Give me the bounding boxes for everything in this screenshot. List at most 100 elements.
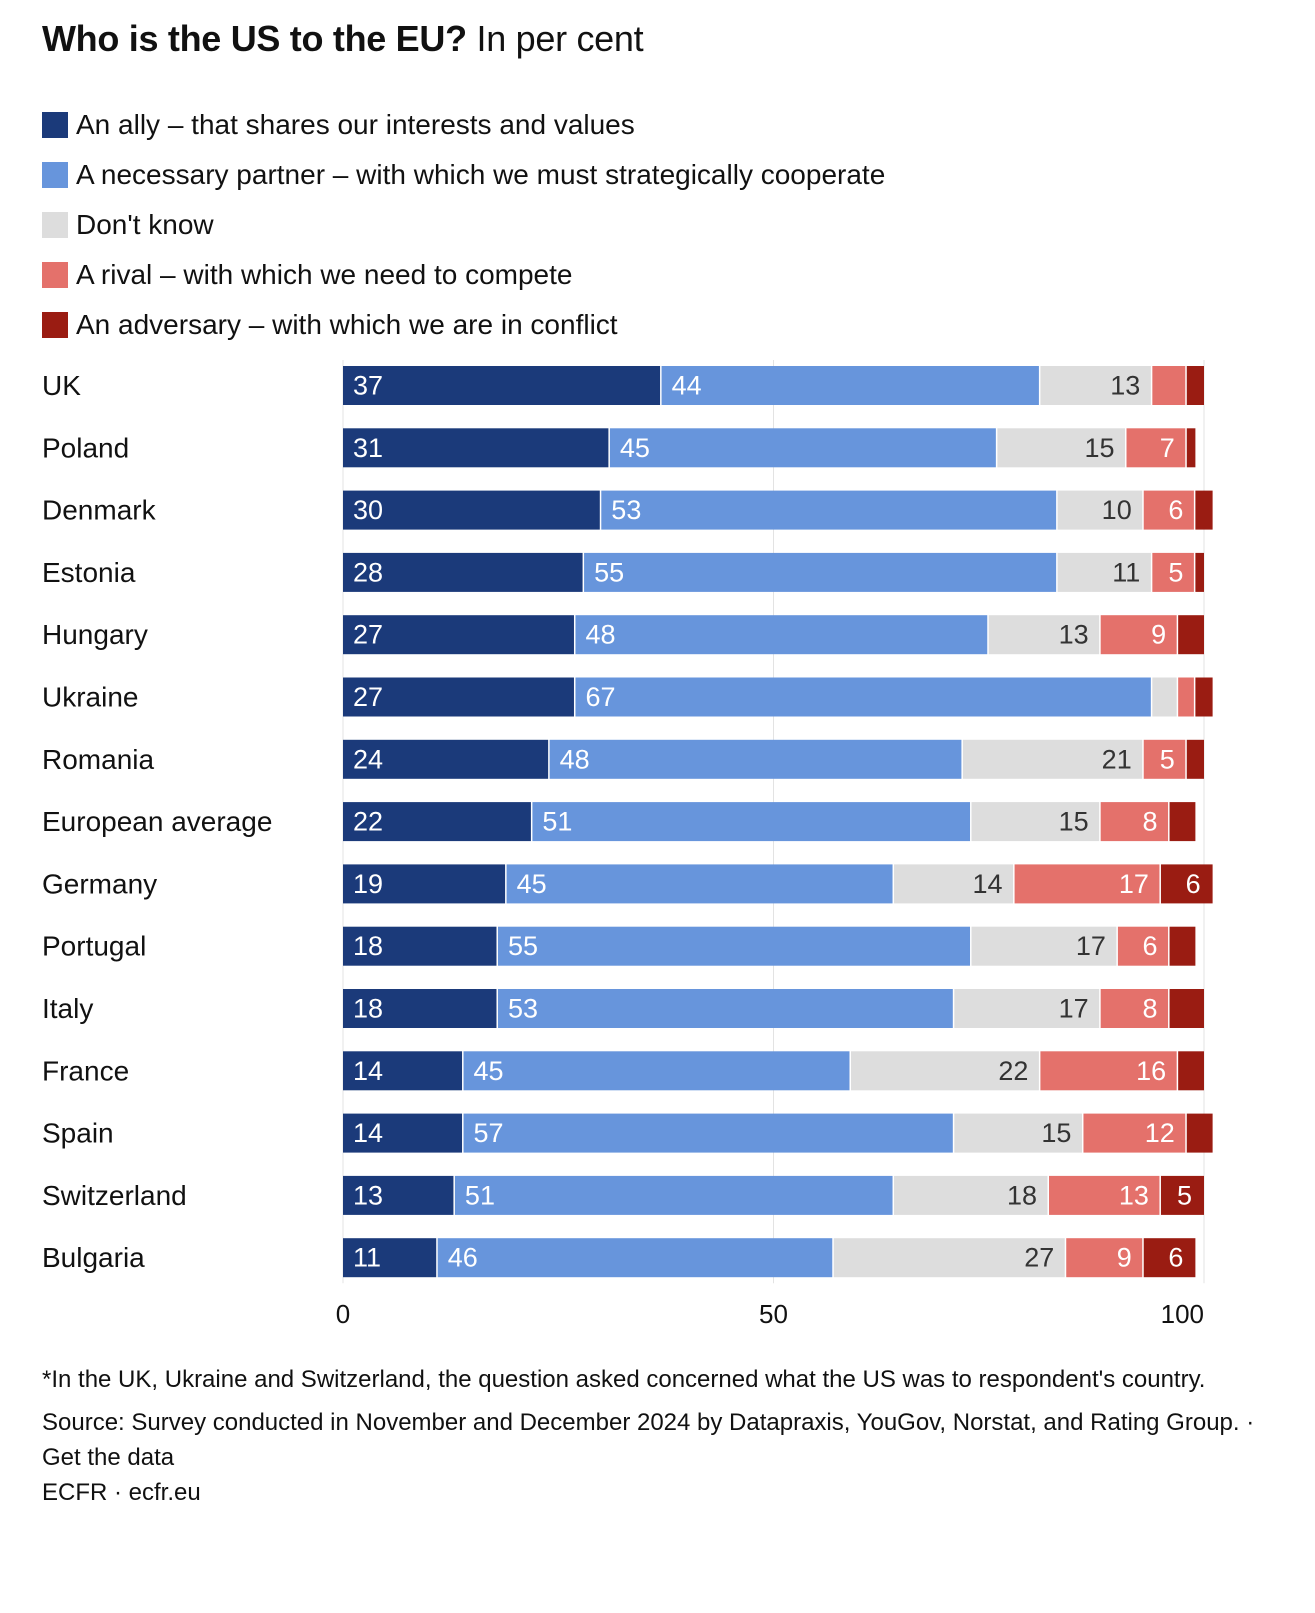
bar-segment-denmark-4 — [1195, 490, 1213, 530]
data-label-portugal-2: 17 — [1076, 931, 1106, 961]
bar-segment-france-0 — [343, 1051, 463, 1091]
bar-segment-denmark-1 — [601, 490, 1057, 530]
bar-segment-european-average-3 — [1100, 802, 1169, 842]
bar-segment-poland-4 — [1186, 428, 1196, 468]
footnote: *In the UK, Ukraine and Switzerland, the… — [42, 1366, 1206, 1393]
bar-segment-estonia-1 — [584, 552, 1057, 592]
category-label-bulgaria: Bulgaria — [42, 1242, 145, 1273]
bar-segment-poland-1 — [609, 428, 996, 468]
data-label-estonia-0: 28 — [353, 557, 383, 587]
bar-segment-european-average-1 — [532, 802, 971, 842]
source-note: Source: Survey conducted in November and… — [42, 1409, 1255, 1471]
data-label-poland-3: 7 — [1160, 433, 1175, 463]
data-label-france-0: 14 — [353, 1056, 383, 1086]
data-label-italy-0: 18 — [353, 994, 383, 1024]
bar-segment-spain-2 — [954, 1113, 1082, 1153]
bar-segment-germany-2 — [894, 864, 1014, 904]
category-label-estonia: Estonia — [42, 557, 136, 588]
bar-segment-european-average-2 — [971, 802, 1100, 842]
bar-segment-spain-3 — [1083, 1113, 1186, 1153]
bar-segment-germany-0 — [343, 864, 506, 904]
chart-notes: *In the UK, Ukraine and Switzerland, the… — [42, 1362, 1272, 1510]
data-label-spain-1: 57 — [474, 1118, 504, 1148]
bar-segment-ukraine-3 — [1178, 677, 1194, 717]
data-label-switzerland-0: 13 — [353, 1180, 383, 1210]
bar-segment-ukraine-4 — [1195, 677, 1213, 717]
data-label-spain-0: 14 — [353, 1118, 383, 1148]
bar-segment-bulgaria-1 — [437, 1238, 833, 1278]
bar-segment-uk-0 — [343, 366, 661, 405]
bar-segment-germany-4 — [1160, 864, 1213, 904]
bar-segment-italy-1 — [497, 989, 953, 1028]
data-label-italy-2: 17 — [1059, 994, 1089, 1024]
data-label-germany-3: 17 — [1119, 869, 1149, 899]
data-label-switzerland-2: 18 — [1007, 1180, 1037, 1210]
bar-segment-spain-1 — [463, 1113, 953, 1153]
legend-swatch-ally — [42, 112, 68, 138]
category-label-romania: Romania — [42, 744, 154, 775]
bar-segment-switzerland-2 — [894, 1175, 1048, 1215]
bar-segment-romania-1 — [549, 739, 962, 779]
bar-segment-italy-3 — [1100, 989, 1169, 1028]
data-label-denmark-3: 6 — [1168, 495, 1183, 525]
x-tick-label-0: 0 — [336, 1299, 350, 1329]
chart-title-unit: In per cent — [476, 18, 644, 59]
bar-segment-france-4 — [1178, 1051, 1204, 1091]
legend-label-partner: A necessary partner – with which we must… — [76, 159, 886, 190]
data-label-estonia-2: 11 — [1112, 557, 1140, 587]
data-label-switzerland-1: 51 — [465, 1180, 495, 1210]
data-label-germany-2: 14 — [973, 869, 1003, 899]
bar-segment-portugal-4 — [1169, 926, 1196, 966]
data-label-hungary-1: 48 — [585, 620, 615, 650]
bar-segment-bulgaria-3 — [1066, 1238, 1143, 1278]
legend: An ally – that shares our interests and … — [42, 100, 885, 350]
bar-segment-european-average-0 — [343, 802, 531, 842]
bar-segment-ukraine-0 — [343, 677, 574, 717]
bar-segment-spain-4 — [1186, 1113, 1213, 1153]
bar-segment-ukraine-1 — [575, 677, 1151, 717]
bar-segment-poland-3 — [1126, 428, 1186, 468]
data-label-germany-4: 6 — [1186, 869, 1201, 899]
data-label-poland-0: 31 — [353, 433, 383, 463]
bar-segment-romania-0 — [343, 739, 549, 779]
bar-segment-switzerland-4 — [1160, 1175, 1204, 1215]
data-label-european-average-0: 22 — [353, 807, 383, 837]
legend-swatch-rival — [42, 262, 68, 288]
data-label-estonia-3: 5 — [1168, 557, 1183, 587]
stacked-bar-chart: UK 37 44 13 Poland 31 45 15 7 Denmark 30 53 10 6 Eston… — [42, 360, 1213, 1329]
data-label-denmark-2: 10 — [1102, 495, 1132, 525]
bar-segment-denmark-2 — [1057, 490, 1143, 530]
chart-title-bold: Who is the US to the EU? — [42, 18, 467, 59]
data-label-france-1: 45 — [474, 1056, 504, 1086]
data-label-ukraine-0: 27 — [353, 682, 383, 712]
bar-segment-european-average-4 — [1169, 802, 1196, 842]
bar-segment-ukraine-2 — [1152, 677, 1177, 717]
category-label-denmark: Denmark — [42, 495, 157, 526]
bar-segment-denmark-3 — [1143, 490, 1194, 530]
bar-segment-estonia-0 — [343, 552, 583, 592]
bar-segment-germany-1 — [506, 864, 893, 904]
legend-item-ally: An ally – that shares our interests and … — [42, 100, 885, 150]
data-label-germany-0: 19 — [353, 869, 383, 899]
data-label-romania-0: 24 — [353, 744, 383, 774]
data-label-spain-2: 15 — [1041, 1118, 1071, 1148]
data-label-hungary-2: 13 — [1059, 620, 1089, 650]
bar-segment-switzerland-0 — [343, 1175, 454, 1215]
data-label-denmark-0: 30 — [353, 495, 383, 525]
category-label-france: France — [42, 1055, 129, 1086]
data-label-european-average-2: 15 — [1059, 807, 1089, 837]
bar-segment-bulgaria-4 — [1143, 1238, 1196, 1278]
legend-swatch-adversary — [42, 312, 68, 338]
legend-label-ally: An ally – that shares our interests and … — [76, 109, 635, 140]
bar-segment-estonia-3 — [1152, 552, 1194, 592]
bar-segment-italy-4 — [1169, 989, 1204, 1028]
bar-segment-uk-2 — [1040, 366, 1151, 405]
category-label-switzerland: Switzerland — [42, 1180, 187, 1211]
data-label-france-2: 22 — [998, 1056, 1028, 1086]
data-label-switzerland-4: 5 — [1177, 1180, 1192, 1210]
bar-segment-bulgaria-2 — [833, 1238, 1065, 1278]
data-label-switzerland-3: 13 — [1119, 1180, 1149, 1210]
bar-segment-estonia-2 — [1057, 552, 1151, 592]
data-label-germany-1: 45 — [517, 869, 547, 899]
bar-segment-romania-3 — [1143, 739, 1186, 779]
